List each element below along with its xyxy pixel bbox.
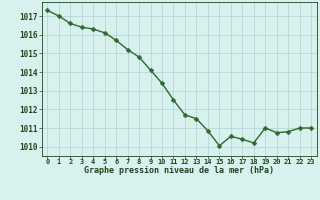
X-axis label: Graphe pression niveau de la mer (hPa): Graphe pression niveau de la mer (hPa) xyxy=(84,166,274,175)
